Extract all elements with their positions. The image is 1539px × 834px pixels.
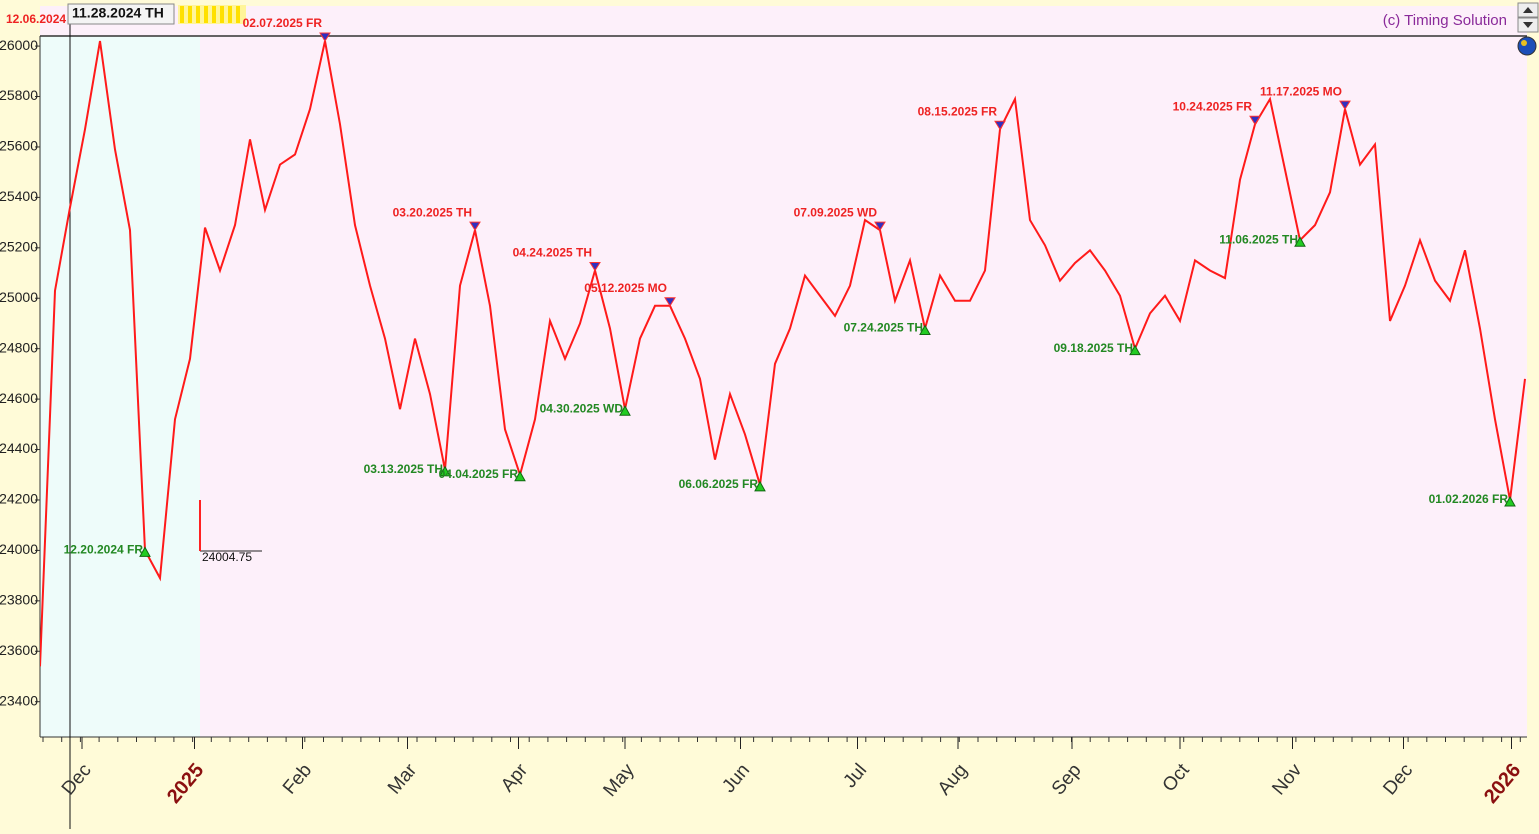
bottom-label: 04.30.2025 WD — [540, 401, 624, 415]
y-tick-label: 25800 — [0, 87, 38, 103]
bottom-label: 07.24.2025 TH — [844, 321, 923, 335]
y-tick-label: 23600 — [0, 642, 38, 658]
bottom-label: 01.02.2026 FR — [1429, 492, 1509, 506]
bottom-label: 04.04.2025 FR — [439, 467, 519, 481]
y-tick-label: 24800 — [0, 339, 38, 355]
bottom-label: 09.18.2025 TH — [1054, 341, 1133, 355]
x-tick-label: Mar — [384, 759, 422, 798]
y-tick-label: 24400 — [0, 440, 38, 456]
y-tick-label: 25600 — [0, 138, 38, 154]
top-label: 04.24.2025 TH — [513, 246, 592, 260]
y-tick-label: 25400 — [0, 188, 38, 204]
bottom-label: 11.06.2025 TH — [1219, 232, 1298, 246]
forecast-line — [40, 40, 1526, 667]
scroll-buttons[interactable] — [1517, 2, 1539, 56]
top-label: 10.24.2025 FR — [1173, 99, 1253, 113]
x-tick-label: Oct — [1159, 759, 1195, 796]
y-tick-label: 24600 — [0, 390, 38, 406]
top-label: 08.15.2025 FR — [918, 104, 998, 118]
cursor-box — [67, 3, 175, 25]
bottom-marker — [139, 546, 151, 557]
top-marker — [319, 32, 331, 42]
bottom-marker — [919, 324, 931, 336]
progress-stripes — [178, 5, 246, 24]
bottom-marker — [439, 465, 451, 477]
y-tick-label: 25200 — [0, 239, 38, 255]
top-label: 02.07.2025 FR — [243, 16, 323, 30]
x-tick-label: Dec — [1379, 760, 1417, 799]
cursor-date: 11.28.2024 TH — [72, 5, 164, 21]
credit: (c) Timing Solution — [1383, 12, 1507, 29]
plot-background — [40, 6, 1527, 737]
top-marker — [1339, 100, 1351, 111]
top-label: 05.12.2025 MO — [584, 281, 667, 295]
x-tick-label: Apr — [497, 759, 533, 796]
corner-date: 12.06.2024 — [6, 12, 66, 26]
bottom-marker — [514, 470, 526, 482]
y-tick-label: 24200 — [0, 491, 38, 507]
top-marker — [469, 221, 481, 232]
x-tick-label: 2026 — [1480, 759, 1525, 807]
x-tick-label: Jul — [839, 760, 871, 792]
x-tick-label: May — [600, 760, 639, 801]
x-tick-label: Dec — [58, 760, 96, 799]
bottom-marker — [1504, 495, 1516, 507]
x-tick-label: Feb — [279, 760, 316, 799]
top-marker — [589, 262, 601, 272]
last-price: 24004.75 — [202, 550, 252, 564]
bottom-marker — [619, 405, 631, 416]
y-tick-label: 23800 — [0, 592, 38, 608]
x-tick-label: Aug — [934, 760, 972, 799]
top-label: 07.09.2025 WD — [794, 205, 878, 219]
y-tick-label: 23400 — [0, 692, 38, 708]
bottom-label: 03.13.2025 TH — [364, 462, 443, 476]
plot — [40, 40, 1526, 667]
y-tick-label: 26000 — [0, 37, 38, 53]
top-label: 03.20.2025 TH — [393, 205, 472, 219]
y-tick-label: 24000 — [0, 541, 38, 557]
top-marker — [874, 221, 886, 232]
bottom-marker — [1294, 236, 1306, 247]
top-marker — [1249, 115, 1261, 126]
x-tick-label: Sep — [1048, 760, 1086, 799]
bottom-label: 06.06.2025 FR — [679, 477, 759, 491]
top-marker — [994, 120, 1006, 131]
bottom-marker — [754, 480, 766, 492]
bottom-label: 12.20.2024 FR — [64, 543, 144, 557]
x-tick-label: Jun — [718, 760, 754, 797]
y-tick-label: 25000 — [0, 289, 38, 305]
top-label: 11.17.2025 MO — [1260, 84, 1342, 98]
bottom-marker — [1129, 344, 1141, 356]
top-marker — [664, 297, 676, 307]
history-band — [40, 36, 200, 737]
x-tick-label: 2025 — [163, 759, 208, 807]
x-tick-label: Nov — [1268, 760, 1306, 800]
